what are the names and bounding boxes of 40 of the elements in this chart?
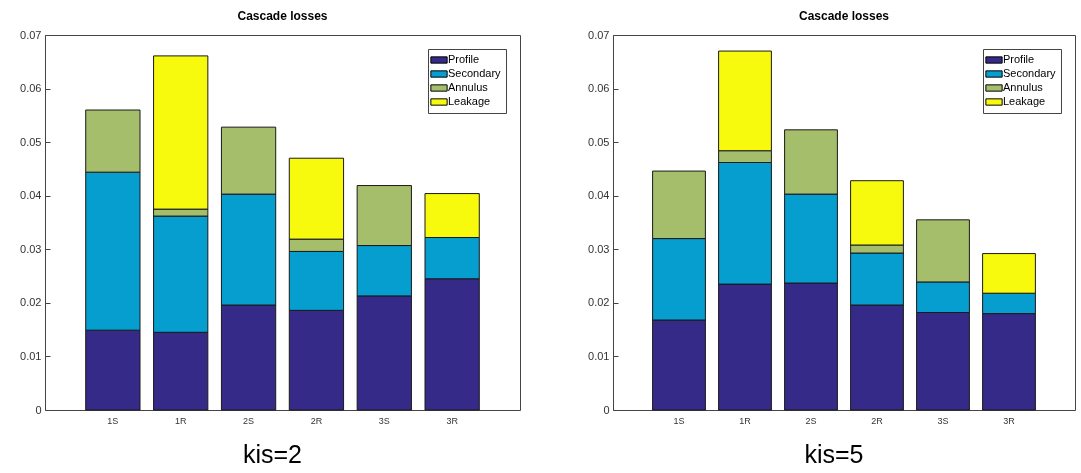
x-tick-label: 1R	[174, 415, 187, 426]
x-tick-label: 1S	[107, 415, 119, 426]
y-tick-label: 0.05	[20, 135, 42, 148]
legend-label: Secondary	[448, 67, 502, 79]
legend-label: Profile	[448, 53, 480, 65]
y-tick-label: 0.04	[588, 189, 610, 202]
legend-label: Annulus	[448, 81, 489, 93]
y-tick-label: 0.02	[20, 296, 42, 309]
y-tick-label: 0	[35, 403, 42, 416]
x-tick-label: 1R	[739, 415, 752, 426]
x-tick-label: 3R	[1003, 415, 1016, 426]
x-tick-label: 3R	[446, 415, 459, 426]
y-tick-label: 0.07	[588, 28, 610, 41]
chart-title: Cascade losses	[798, 9, 890, 23]
y-tick-label: 0.04	[20, 189, 42, 202]
y-tick-label: 0	[603, 403, 610, 416]
x-tick-label: 3S	[378, 415, 390, 426]
text: kis=2	[242, 440, 303, 468]
x-tick-label: 2S	[243, 415, 255, 426]
y-tick-label: 0.01	[588, 349, 610, 362]
y-tick-label: 0.03	[20, 242, 42, 255]
legend-label: Secondary	[1003, 67, 1057, 79]
x-tick-label: 1S	[673, 415, 685, 426]
y-tick-label: 0.01	[20, 349, 42, 362]
legend-label: Annulus	[1003, 81, 1044, 93]
y-tick-label: 0.06	[20, 82, 42, 95]
y-tick-label: 0.03	[588, 242, 610, 255]
y-tick-label: 0.06	[588, 82, 610, 95]
x-tick-label: 3S	[937, 415, 949, 426]
text: kis=5	[804, 440, 864, 468]
legend-label: Leakage	[448, 95, 491, 107]
legend-label: Profile	[1003, 53, 1035, 65]
x-tick-label: 2R	[871, 415, 884, 426]
y-tick-label: 0.07	[20, 28, 42, 41]
x-tick-label: 2S	[805, 415, 817, 426]
legend-label: Leakage	[1003, 95, 1046, 107]
y-tick-label: 0.02	[588, 296, 610, 309]
y-tick-label: 0.05	[588, 135, 610, 148]
x-tick-label: 2R	[310, 415, 323, 426]
chart-title: Cascade losses	[237, 9, 328, 23]
